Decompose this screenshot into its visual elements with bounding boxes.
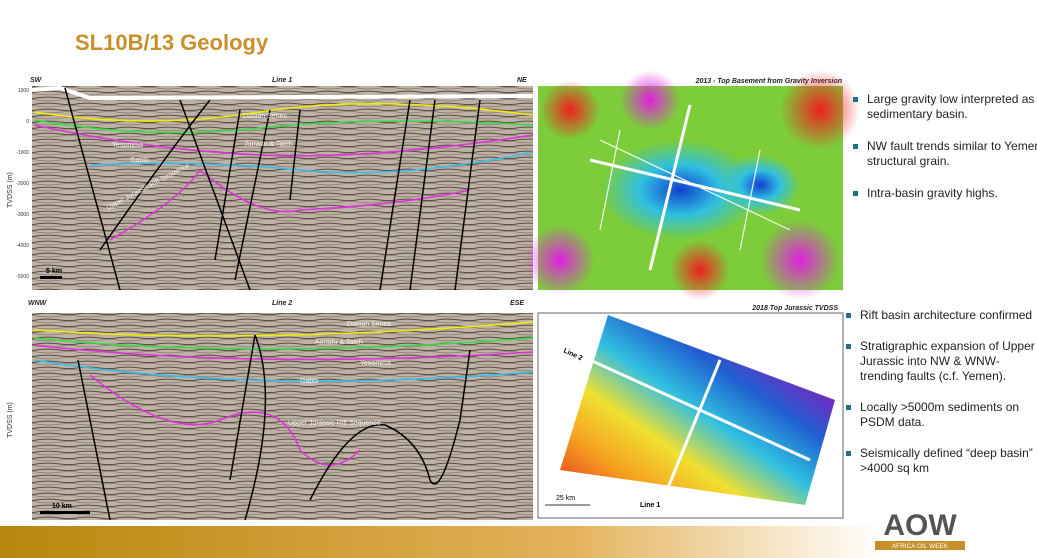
axis-title: TVDSS (m): [7, 402, 14, 438]
section-end-label: NE: [517, 77, 527, 84]
seismic-section: [32, 313, 533, 520]
line-label: Line 2: [272, 300, 292, 307]
line-label: Line 1: [272, 77, 292, 84]
logo-mark: AOW: [883, 509, 957, 542]
horizon-label: Auradu & Taleh: [315, 339, 363, 346]
horizon-label: Gabbi: [300, 378, 319, 385]
slide-title: SL10B/13 Geology: [75, 30, 269, 55]
scale-label: 25 km: [556, 495, 575, 502]
y-tick-label: 1000: [18, 88, 29, 94]
bullet: Stratigraphic expansion of Upper Jurassi…: [846, 339, 1037, 384]
horizon-label: Gabbi: [130, 157, 149, 164]
horizon-label: Yesomma: [112, 142, 143, 149]
y-tick-label: -5000: [16, 274, 29, 280]
y-tick-label: -4000: [16, 243, 29, 249]
map-title: 2018 Top Jurassic TVDSS: [751, 305, 838, 312]
horizon-label: Dabian Series: [347, 321, 391, 328]
horizon-label: Upper Jurassic Rift Sequence: [288, 420, 381, 427]
gravity-map: [525, 70, 860, 300]
map-title: 2013 - Top Basement from Gravity Inversi…: [695, 78, 842, 85]
y-tick-label: -1000: [16, 150, 29, 156]
section-end-label: ESE: [510, 300, 524, 307]
y-tick-label: -2000: [16, 181, 29, 187]
scale-label: 5 km: [46, 268, 62, 275]
y-tick-label: -3000: [16, 212, 29, 218]
horizon-label: Dabian Series: [243, 113, 287, 120]
footer-band: [0, 526, 1037, 558]
bullet: Rift basin architecture confirmed: [846, 308, 1037, 323]
y-tick-label: 0: [26, 119, 29, 125]
bullet: Seismically defined “deep basin” >4000 s…: [846, 446, 1037, 476]
bullet: Large gravity low interpreted as a sedim…: [853, 92, 1037, 122]
horizon-label: Yesomma: [360, 360, 391, 367]
line-label: Line 1: [640, 502, 660, 509]
section-end-label: SW: [30, 77, 43, 84]
scale-label: 10 km: [52, 503, 72, 510]
bullet: Intra-basin gravity highs.: [853, 186, 1037, 201]
bullet: Locally >5000m sediments on PSDM data.: [846, 400, 1037, 430]
axis-title: TVDSS (m): [7, 172, 14, 208]
horizon-label: Auradu & Taleh: [245, 141, 293, 148]
logo-text: AFRICA OIL WEEK: [892, 543, 949, 550]
section-end-label: WNW: [28, 300, 48, 307]
bullet: NW fault trends similar to Yemen structu…: [853, 139, 1037, 169]
